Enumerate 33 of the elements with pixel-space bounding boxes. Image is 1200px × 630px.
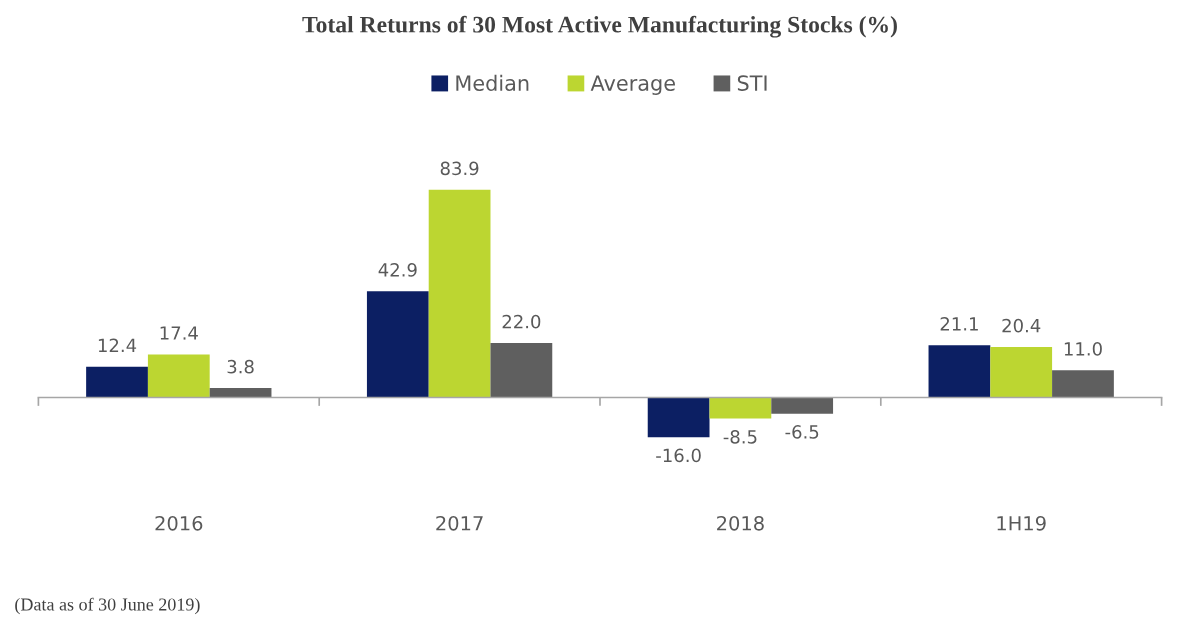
data-label: 11.0 [1064,342,1102,356]
chart-title: Total Returns of 30 Most Active Manufacturing Stocks (%) [302,15,897,38]
data-label: -6.5 [785,425,819,439]
x-tick-label: 2016 [155,515,203,531]
x-tick-label: 2017 [436,515,483,531]
bar [428,189,491,398]
data-label: 42.9 [378,263,417,277]
bar [928,345,991,398]
bar [709,397,772,419]
data-label: -8.5 [723,430,757,444]
x-tick-label: 2018 [717,515,764,531]
data-label: 83.9 [440,161,479,176]
data-label: 3.8 [227,359,254,374]
bar [771,397,834,414]
bar [490,343,553,398]
bar [147,354,210,398]
bar [209,388,272,398]
legend-label: STI [737,75,767,91]
data-label: 22.0 [502,314,541,329]
bar [990,347,1053,398]
bar [366,291,429,398]
bar [647,397,710,438]
data-label: 21.1 [940,317,978,331]
bar [86,366,148,398]
legend-label: Average [590,75,675,96]
text: (Data as of 30 June 2019) [15,597,200,615]
data-label: 12.4 [98,338,137,352]
data-label: 20.4 [1002,318,1041,333]
x-tick-label: 1H19 [997,515,1046,531]
data-label: -16.0 [656,448,701,463]
bar [1052,370,1114,398]
legend-label: Median [456,74,529,91]
data-label: 17.4 [160,326,198,340]
